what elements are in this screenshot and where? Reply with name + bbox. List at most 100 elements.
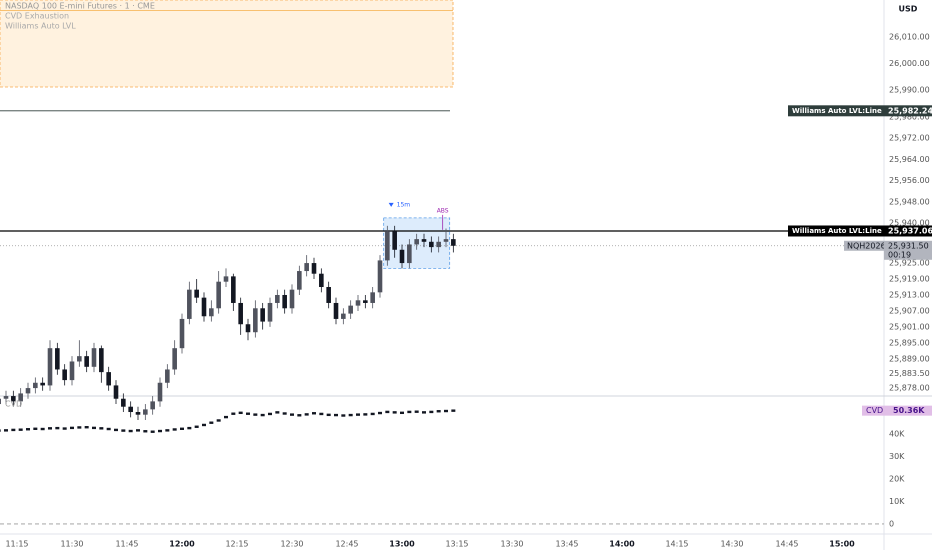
indicator-label: CVD Exhaustion [5,12,69,21]
level-value: 25,982.24 [888,106,932,115]
candle-body [91,348,97,367]
x-tick-label: 14:15 [665,540,688,549]
cvd-point [348,413,353,417]
cvd-tick-label: 20K [889,474,905,483]
y-tick-label: 25,940.00 [889,219,930,228]
chart-title: NASDAQ 100 E-mini Futures · 1 · CME [5,2,155,11]
cvd-point [40,427,45,431]
y-tick-label: 25,990.00 [889,86,930,95]
cvd-point [319,412,324,416]
y-tick-label: 25,972.00 [889,134,930,143]
cvd-point [11,428,16,432]
candle-body [275,294,280,303]
cvd-point [363,413,368,416]
cvd-point [378,411,383,415]
candle-body [326,287,331,303]
candle-body [253,308,258,333]
candle-body [385,231,390,261]
cvd-point [3,429,8,432]
x-tick-label: 13:00 [389,540,415,549]
cvd-point [172,428,177,431]
candle-body [172,348,177,370]
candle-body [106,372,111,386]
cvd-point [62,427,67,430]
cvd-point [165,429,170,432]
candle-body [157,382,163,402]
cvd-point [429,410,434,414]
candle-body [414,239,419,245]
cvd-point [55,426,60,430]
cvd-point [341,414,346,417]
cvd-point [0,429,1,432]
candle-body [421,239,427,242]
cvd-point [312,412,317,415]
candle-body [443,239,449,242]
candle-body [47,348,53,386]
candle-body [11,396,16,402]
candle-body [436,241,441,248]
candle-body [429,241,434,248]
candle-body [407,244,412,264]
countdown: 00:19 [888,250,911,259]
candle-body [3,396,9,399]
cvd-point [33,427,38,430]
candle-body [341,313,346,319]
cvd-point [121,429,126,432]
cvd-point [187,426,192,430]
candle-body [260,308,265,322]
cvd-point [436,410,441,413]
x-tick-label: 13:30 [500,540,523,549]
candle-body [121,398,126,407]
cvd-point [297,414,302,417]
candle-body [150,401,155,410]
candle-body [0,398,1,405]
y-tick-label: 26,010.00 [889,32,930,41]
candle-body [304,263,309,272]
cvd-tick-label: 10K [889,497,905,506]
candle-body [297,271,302,290]
cvd-point [304,413,309,416]
candle-body [179,318,185,349]
x-tick-label: 14:30 [720,540,743,549]
cvd-point [290,413,295,416]
x-tick-label: 13:15 [445,540,468,549]
cvd-point [451,409,456,412]
candle-body [355,300,361,306]
last-symbol: NQH2026 [847,241,886,250]
zone [0,0,454,88]
candle-body [370,292,375,303]
candle-body [238,302,243,325]
candle-body [231,276,236,303]
currency[interactable]: USD [899,5,918,14]
cvd-point [128,429,133,433]
x-tick-label: 12:45 [335,540,358,549]
cvd-point [216,419,221,422]
candle-body [113,385,119,399]
candle-body [223,276,229,282]
y-tick-label: 25,901.00 [889,322,930,331]
cvd-point [209,421,214,424]
y-tick-label: 25,948.00 [889,197,930,206]
candle-body [33,382,38,389]
candle-body [399,249,405,264]
cvd-point [326,413,331,417]
y-tick-label: 25,878.00 [889,384,930,393]
candle-body [451,239,456,246]
cvd-point [136,429,141,432]
y-tick-label: 25,925.00 [889,259,930,268]
cvd-point [92,426,97,430]
cvd-point [18,428,23,431]
last-value-badge [884,240,932,260]
cvd-badge [862,405,932,416]
candle-body [187,289,192,319]
candle-body [392,231,397,250]
level-value-badge [884,105,932,117]
candle-body [216,281,221,309]
level-name: Williams Auto LVL:Line 6 [792,107,889,115]
triangle-icon [388,202,394,207]
x-tick-label: 12:15 [225,540,248,549]
cvd-point [158,429,163,433]
x-tick-label: 11:45 [115,540,138,549]
cvd-point [282,412,287,415]
